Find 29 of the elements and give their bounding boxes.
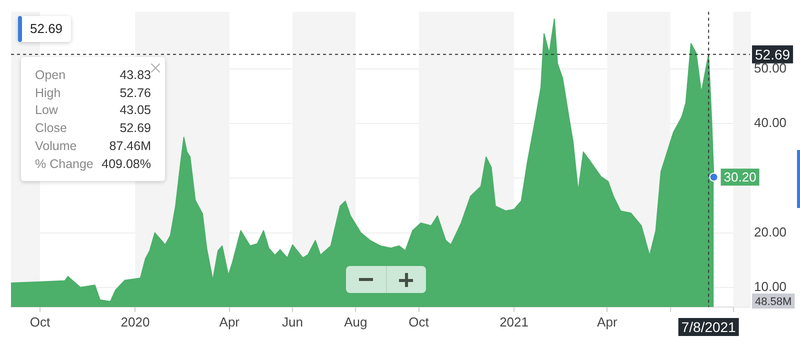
y-tick-label: 50.00 bbox=[754, 60, 787, 76]
annotation: 43.05 bbox=[120, 102, 151, 120]
annotation: 52.69 bbox=[30, 21, 63, 36]
annotation: Close bbox=[35, 120, 67, 138]
x-tick-label: Oct bbox=[408, 314, 430, 330]
text: 48.58M bbox=[755, 296, 792, 308]
data-label: 30.20 bbox=[724, 170, 756, 185]
annotation: % Change bbox=[35, 156, 94, 173]
ref-line-label: 52.69 bbox=[755, 46, 790, 62]
annotation: 409.08% bbox=[102, 156, 151, 173]
annotation: Low bbox=[35, 102, 58, 120]
x-tick-label: Apr bbox=[219, 314, 240, 330]
x-tick-label: 2021 bbox=[500, 314, 528, 330]
ref-line-label: 7/8/2021 bbox=[681, 318, 736, 335]
annotation: 87.46M bbox=[109, 138, 151, 155]
x-tick-label: Apr bbox=[597, 314, 618, 330]
y-tick-label: 20.00 bbox=[754, 224, 787, 240]
annotation: 52.76 bbox=[120, 84, 151, 102]
x-tick-label: Aug bbox=[344, 314, 368, 330]
annotation: 52.69 bbox=[120, 120, 151, 138]
y-tick-label: 10.00 bbox=[754, 278, 787, 294]
x-tick-label: Oct bbox=[30, 314, 50, 330]
y-tick-label: 40.00 bbox=[754, 115, 787, 130]
annotation: Open bbox=[35, 67, 66, 84]
x-tick-label: Jun bbox=[282, 314, 304, 330]
x-tick-label: 2020 bbox=[120, 314, 150, 330]
annotation: Volume bbox=[35, 138, 77, 155]
annotation: 43.83 bbox=[120, 67, 151, 84]
annotation: High bbox=[35, 84, 61, 102]
